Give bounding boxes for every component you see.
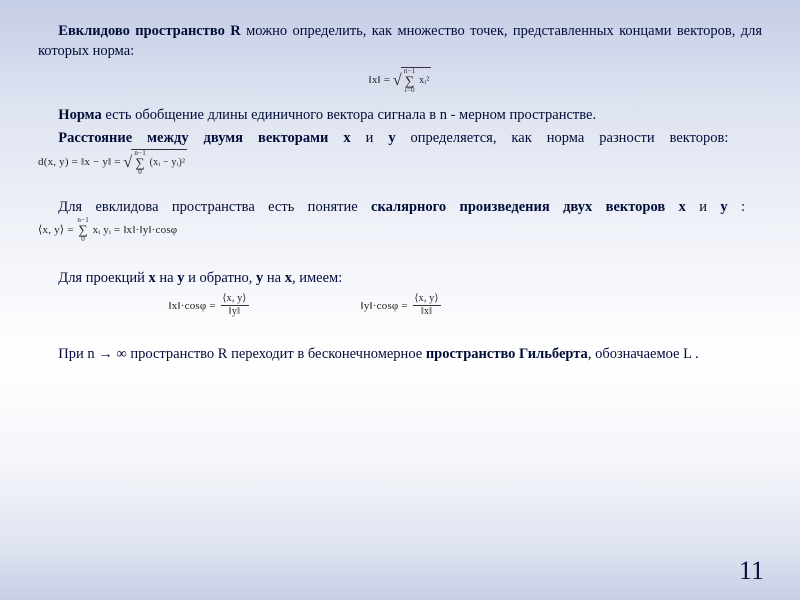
formula2-lhs: d(x, y) = ‖x − y‖ =	[38, 155, 121, 170]
f4b-den: ‖x‖	[413, 306, 441, 317]
para-projections: Для проекций x на y и обратно, y на x, и…	[38, 269, 762, 289]
p4-bold: скалярного произведения двух векторов x	[371, 199, 686, 215]
f1-sigma-bot: i=0	[404, 87, 416, 94]
p4-mid: и	[686, 199, 721, 215]
p2-rest: есть обобщение длины единичного вектора …	[102, 107, 596, 123]
p4-bold2: y	[720, 199, 727, 215]
p5-t5: , имеем:	[292, 270, 342, 286]
p5-b1: x	[149, 270, 156, 286]
formula-projections: ‖x‖·cosφ = ⟨x, y⟩ ‖y‖ ‖y‖·cosφ = ⟨x, y⟩ …	[38, 294, 762, 317]
p3-bold: Расстояние между двумя векторами x	[58, 130, 350, 146]
p5-t3: и обратно,	[185, 270, 257, 286]
f2-body: (xᵢ − yᵢ)²	[150, 157, 186, 168]
sigma-symbol: ∑	[134, 157, 146, 169]
para-norm-def: Норма есть обобщение длины единичного ве…	[38, 106, 762, 126]
formula1-lhs: ‖x‖ =	[369, 73, 391, 88]
p5-a: Для проекций	[58, 270, 148, 286]
p4-before: Для евклидова пространства есть понятие	[58, 199, 371, 215]
p6-after: , обозначаемое L .	[588, 346, 699, 362]
formula-norm: ‖x‖ = n−1 ∑ i=0 xᵢ²	[38, 67, 762, 94]
f4b-num: ⟨x, y⟩	[413, 294, 441, 306]
page-number: 11	[739, 556, 764, 586]
f3-body: xᵢ yᵢ = ‖x‖·‖y‖·cosφ	[93, 223, 178, 238]
lead-bold-1: Евклидово пространство R	[58, 23, 240, 39]
p4-after: :	[728, 199, 745, 215]
p3-bold2: y	[388, 130, 395, 146]
p6-before: При n → ∞ пространство R переходит в бес…	[58, 346, 426, 362]
para-hilbert: При n → ∞ пространство R переходит в бес…	[38, 345, 762, 365]
para-euclid-def: Евклидово пространство R можно определит…	[38, 22, 762, 61]
para-distance: Расстояние между двумя векторами x и y о…	[38, 129, 762, 175]
p3-after: определяется, как норма разности векторо…	[396, 130, 729, 146]
p5-t2: на	[156, 270, 177, 286]
lead-bold-2: Норма	[58, 107, 101, 123]
p5-t4: на	[263, 270, 284, 286]
formula3-lhs: ⟨x, y⟩ =	[38, 223, 74, 238]
f4a-den: ‖y‖	[221, 306, 249, 317]
f4a-num: ⟨x, y⟩	[221, 294, 249, 306]
p5-b2: y	[177, 270, 184, 286]
f4b-lhs: ‖y‖·cosφ =	[361, 299, 408, 314]
p6-bold: пространство Гильберта	[426, 346, 588, 362]
f1-body: xᵢ²	[419, 75, 429, 86]
f4a-lhs: ‖x‖·cosφ =	[169, 299, 216, 314]
p3-mid: и	[351, 130, 389, 146]
p5-b4: x	[285, 270, 292, 286]
para-scalar: Для евклидова пространства есть понятие …	[38, 198, 762, 243]
